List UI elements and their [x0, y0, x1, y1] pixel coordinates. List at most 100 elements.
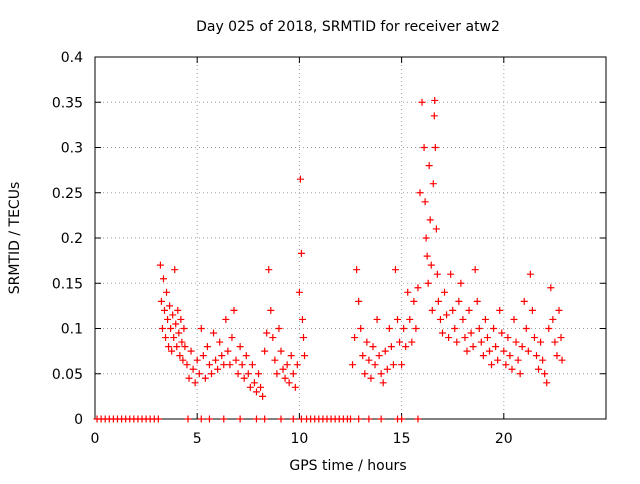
data-point [500, 347, 508, 355]
data-point [210, 329, 218, 337]
data-point [449, 306, 457, 314]
data-point [178, 338, 186, 346]
data-point [502, 361, 510, 369]
data-point [422, 234, 430, 242]
data-point [169, 311, 177, 319]
data-point [425, 162, 433, 170]
data-point [172, 320, 180, 328]
data-point [184, 415, 192, 423]
data-point [385, 325, 393, 332]
data-point [430, 112, 438, 120]
data-point [297, 249, 305, 257]
data-point [267, 306, 275, 314]
data-point [535, 365, 543, 373]
data-point [398, 361, 406, 369]
data-point [477, 338, 485, 346]
data-point [349, 361, 357, 369]
data-point [391, 266, 399, 274]
data-point [539, 356, 547, 364]
data-point [242, 352, 250, 360]
data-point [234, 370, 242, 378]
data-point [291, 383, 299, 391]
data-point [179, 356, 187, 364]
y-tick-labels: 0 0.05 0.1 0.15 0.2 0.25 0.3 0.35 0.4 [52, 50, 83, 428]
data-point [398, 415, 406, 423]
x-tick-label: 20 [495, 431, 513, 447]
data-point [377, 370, 385, 378]
data-point [157, 297, 165, 305]
data-point [214, 365, 222, 373]
data-point [408, 338, 416, 346]
chart-title: Day 025 of 2018, SRMTID for receiver atw… [196, 19, 500, 35]
data-point [455, 297, 463, 305]
data-point [218, 352, 226, 360]
data-point [441, 288, 449, 296]
x-tick-labels: 0 5 10 15 20 [91, 431, 513, 447]
data-point [514, 356, 522, 364]
data-point [429, 180, 437, 188]
data-point [240, 374, 248, 382]
data-point [530, 334, 538, 342]
data-point [488, 361, 496, 369]
data-point [259, 392, 267, 400]
data-point [175, 329, 183, 337]
data-point [457, 279, 465, 287]
data-point [400, 325, 408, 332]
x-tick-label: 5 [193, 431, 202, 447]
data-point [193, 356, 201, 364]
data-point [506, 352, 514, 360]
data-point [367, 374, 375, 382]
data-point [185, 374, 193, 382]
data-point [238, 361, 246, 369]
data-point [465, 306, 473, 314]
y-tick-label: 0.4 [61, 50, 83, 66]
data-point [205, 415, 213, 423]
data-point [496, 306, 504, 314]
x-axis-label: GPS time / hours [289, 458, 406, 474]
data-point [252, 388, 260, 396]
data-point [371, 361, 379, 369]
y-tick-label: 0.05 [52, 367, 83, 383]
data-point [361, 370, 369, 378]
data-point [154, 415, 162, 423]
data-point [508, 365, 516, 373]
data-point [483, 334, 491, 342]
data-point [180, 325, 188, 332]
data-point [289, 415, 297, 423]
y-tick-label: 0.2 [61, 231, 83, 247]
data-point [166, 302, 174, 310]
data-point [277, 415, 285, 423]
data-point [479, 352, 487, 360]
data-point [183, 361, 191, 369]
data-point [402, 343, 410, 351]
data-point [230, 306, 238, 314]
data-point [524, 347, 532, 355]
data-point [553, 352, 561, 360]
data-point [197, 325, 205, 332]
data-point [191, 379, 199, 387]
data-point [453, 338, 461, 346]
data-point [176, 352, 184, 360]
data-point [383, 365, 391, 373]
data-point [445, 334, 453, 342]
data-point [426, 216, 434, 224]
data-point [528, 306, 536, 314]
data-point [410, 297, 418, 305]
data-point [473, 297, 481, 305]
data-point [293, 361, 301, 369]
data-point [273, 370, 281, 378]
data-point [244, 370, 252, 378]
data-point [289, 370, 297, 378]
y-tick-label: 0.15 [52, 276, 83, 292]
data-point [406, 315, 414, 323]
y-tick-label: 0 [74, 412, 83, 428]
data-point [412, 325, 420, 332]
data-point [220, 415, 228, 423]
data-point [516, 370, 524, 378]
data-point [379, 379, 387, 387]
data-point [246, 383, 254, 391]
data-point [555, 306, 563, 314]
data-point [347, 415, 354, 423]
